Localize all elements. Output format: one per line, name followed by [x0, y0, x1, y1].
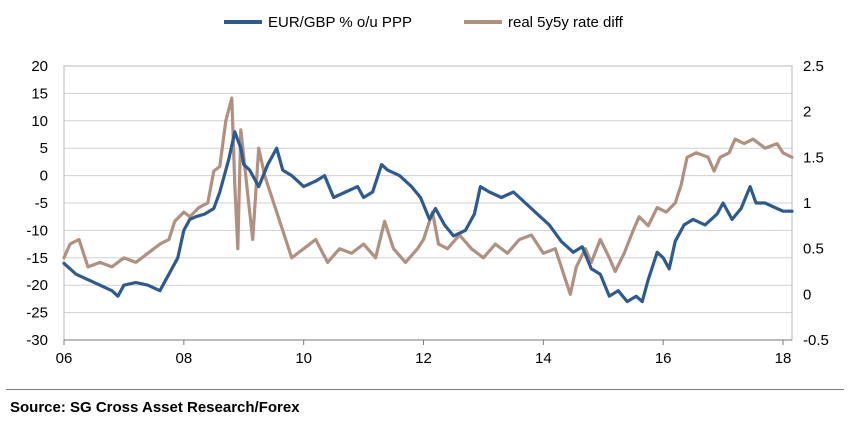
- y-left-tick-label: 20: [31, 58, 48, 75]
- y-left-tick-label: -30: [26, 332, 48, 349]
- y-right-tick-label: -0.5: [803, 332, 829, 349]
- y-left-ticks: 20 15 10 5 0 -5 -10 -15 -20 -25 -30: [26, 58, 48, 349]
- series-group: [62, 96, 794, 304]
- x-ticks: 06 08 10 12 14 16 18: [56, 340, 792, 367]
- x-tick-label: 12: [415, 350, 432, 367]
- legend: EUR/GBP % o/u PPP real 5y5y rate diff: [224, 14, 624, 31]
- legend-label-rate-diff: real 5y5y rate diff: [508, 14, 624, 31]
- y-left-tick-label: 15: [31, 85, 48, 102]
- x-tick-label: 16: [655, 350, 672, 367]
- footer-rule: [6, 389, 844, 390]
- x-tick-label: 06: [56, 350, 73, 367]
- y-right-tick-label: 0: [803, 286, 811, 303]
- legend-label-eurgbp: EUR/GBP % o/u PPP: [268, 14, 412, 31]
- gridlines: [64, 65, 792, 341]
- series-line-eurgbp: [62, 130, 794, 304]
- x-tick-label: 14: [535, 350, 552, 367]
- y-right-tick-label: 0.5: [803, 241, 824, 258]
- series-line-rate-diff: [62, 96, 794, 296]
- y-right-tick-label: 2: [803, 104, 811, 121]
- y-left-tick-label: -20: [26, 277, 48, 294]
- y-left-tick-label: 5: [40, 140, 48, 157]
- y-left-tick-label: -10: [26, 222, 48, 239]
- axes: [63, 65, 793, 341]
- source-note: Source: SG Cross Asset Research/Forex: [10, 399, 300, 416]
- y-left-tick-label: -15: [26, 250, 48, 267]
- y-left-tick-label: 0: [40, 168, 48, 185]
- y-right-tick-label: 1: [803, 195, 811, 212]
- y-left-tick-label: -5: [35, 195, 48, 212]
- y-right-tick-label: 2.5: [803, 58, 824, 75]
- x-tick-label: 10: [295, 350, 312, 367]
- y-left-tick-label: -25: [26, 305, 48, 322]
- y-left-tick-label: 10: [31, 113, 48, 130]
- y-right-tick-label: 1.5: [803, 149, 824, 166]
- y-right-ticks: 2.5 2 1.5 1 0.5 0 -0.5: [803, 58, 829, 349]
- chart: 20 15 10 5 0 -5 -10 -15 -20 -25 -30 2.5 2 1.5 1 0.5 0 -0…: [26, 14, 829, 367]
- x-tick-label: 08: [175, 350, 192, 367]
- x-tick-label: 18: [775, 350, 792, 367]
